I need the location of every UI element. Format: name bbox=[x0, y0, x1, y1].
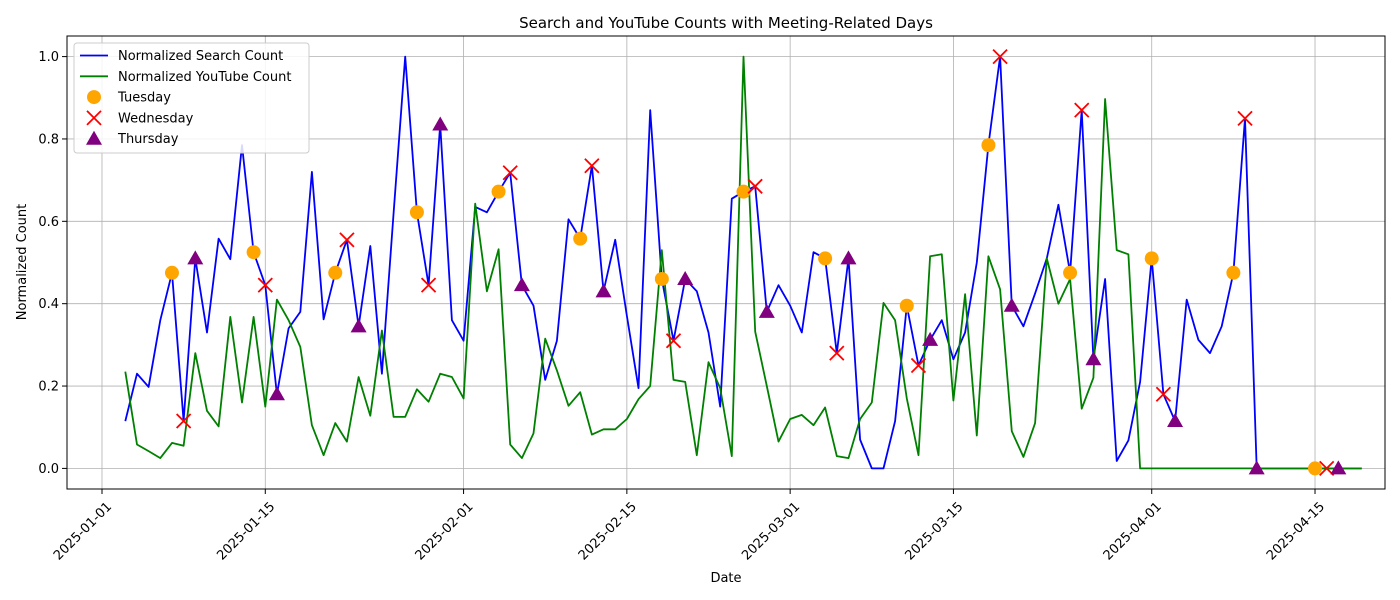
plot-area bbox=[124, 48, 1362, 477]
chart-title: Search and YouTube Counts with Meeting-R… bbox=[519, 14, 933, 32]
point-thursday bbox=[1085, 351, 1102, 366]
point-wednesday bbox=[1237, 110, 1253, 127]
point-tuesday bbox=[491, 184, 506, 199]
point-wednesday bbox=[829, 345, 845, 361]
point-wednesday bbox=[1074, 102, 1090, 118]
point-thursday bbox=[1003, 297, 1020, 312]
point-thursday bbox=[1167, 413, 1184, 428]
y-tick-label: 0.6 bbox=[38, 215, 59, 230]
point-thursday bbox=[758, 303, 775, 318]
point-tuesday bbox=[818, 251, 833, 266]
point-thursday bbox=[595, 283, 612, 298]
point-thursday bbox=[350, 318, 367, 333]
point-thursday bbox=[513, 277, 530, 292]
point-thursday bbox=[1248, 460, 1265, 475]
x-tick-label: 2025-01-01 bbox=[51, 499, 115, 563]
x-tick-label: 2025-03-15 bbox=[902, 499, 966, 563]
legend-box bbox=[73, 42, 310, 154]
y-axis-label: Normalized Count bbox=[15, 204, 30, 320]
point-tuesday bbox=[1226, 265, 1241, 280]
x-tick-label: 2025-04-01 bbox=[1101, 499, 1165, 563]
x-axis: 2025-01-01 2025-01-15 2025-02-01 2025-02-15… bbox=[51, 489, 1328, 563]
point-wednesday bbox=[502, 165, 518, 181]
point-tuesday bbox=[1144, 251, 1159, 266]
x-tick-label: 2025-04-15 bbox=[1264, 499, 1328, 563]
plot-frame bbox=[66, 35, 1386, 490]
y-tick-label: 0.8 bbox=[38, 132, 59, 147]
x-tick-label: 2025-02-15 bbox=[576, 499, 640, 563]
point-tuesday bbox=[328, 265, 343, 280]
point-thursday bbox=[922, 331, 939, 346]
point-wednesday bbox=[176, 413, 192, 429]
x-tick-label: 2025-02-01 bbox=[413, 499, 477, 563]
point-wednesday bbox=[339, 232, 355, 248]
legend-label-normalized-youtube-count: Normalized YouTube Count bbox=[118, 70, 291, 85]
point-thursday bbox=[1330, 460, 1347, 475]
point-tuesday bbox=[1308, 461, 1323, 476]
x-tick-label: 2025-03-01 bbox=[739, 499, 803, 563]
y-axis: 0.0 0.2 0.4 0.6 0.8 1.0 bbox=[38, 50, 67, 477]
y-tick-label: 1.0 bbox=[38, 50, 59, 65]
point-thursday bbox=[840, 250, 857, 265]
point-tuesday bbox=[981, 138, 996, 153]
point-wednesday bbox=[910, 357, 927, 374]
point-wednesday bbox=[584, 158, 600, 174]
x-axis-label: Date bbox=[710, 571, 741, 586]
point-thursday bbox=[187, 250, 204, 265]
point-thursday bbox=[677, 270, 694, 285]
point-tuesday bbox=[573, 231, 588, 246]
point-wednesday bbox=[747, 178, 763, 194]
legend-label-normalized-search-count: Normalized Search Count bbox=[118, 49, 283, 64]
legend: Normalized Search Count Normalized YouTub… bbox=[73, 42, 310, 154]
point-thursday bbox=[268, 386, 285, 401]
legend-swatch-tuesday bbox=[87, 90, 101, 105]
point-wednesday bbox=[420, 277, 437, 293]
point-tuesday bbox=[1063, 265, 1078, 280]
x-tick-label: 2025-01-15 bbox=[214, 499, 278, 563]
point-tuesday bbox=[736, 184, 751, 199]
legend-label-wednesday: Wednesday bbox=[118, 111, 194, 126]
y-tick-label: 0.0 bbox=[38, 462, 59, 477]
point-tuesday bbox=[899, 298, 914, 313]
point-wednesday bbox=[665, 333, 682, 349]
point-tuesday bbox=[164, 265, 179, 280]
series-line-normalized-youtube-count bbox=[124, 55, 1362, 470]
point-thursday bbox=[432, 116, 449, 131]
legend-label-tuesday: Tuesday bbox=[117, 91, 171, 106]
y-tick-label: 0.4 bbox=[38, 297, 59, 312]
point-tuesday bbox=[654, 271, 669, 286]
y-tick-label: 0.2 bbox=[38, 380, 59, 395]
point-tuesday bbox=[409, 205, 424, 220]
legend-label-thursday: Thursday bbox=[117, 132, 179, 147]
point-tuesday bbox=[246, 245, 261, 260]
legend-swatch-thursday bbox=[86, 130, 102, 145]
point-wednesday bbox=[1155, 386, 1172, 402]
series-line-normalized-search-count bbox=[124, 55, 1362, 470]
point-wednesday bbox=[257, 277, 273, 293]
legend-swatch-wednesday bbox=[86, 110, 102, 126]
point-wednesday bbox=[992, 48, 1008, 65]
